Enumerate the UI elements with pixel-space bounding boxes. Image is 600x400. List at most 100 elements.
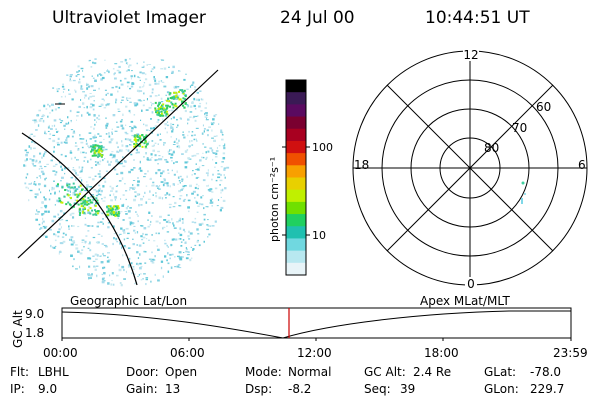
emission-pixel (116, 206, 119, 209)
emission-pixel (157, 104, 160, 107)
door-value: Open (165, 365, 198, 379)
emission-pixel (95, 150, 98, 153)
emission-pixel (137, 215, 139, 217)
emission-pixel (163, 107, 166, 110)
emission-pixel (107, 209, 110, 212)
emission-pixel (200, 196, 203, 199)
emission-pixel (164, 127, 166, 130)
emission-pixel (187, 160, 189, 163)
emission-pixel (60, 165, 62, 168)
emission-pixel (66, 184, 69, 187)
emission-pixel (143, 84, 145, 87)
emission-pixel (173, 162, 175, 165)
emission-pixel (38, 223, 41, 226)
emission-pixel (174, 256, 176, 258)
emission-pixel (136, 89, 139, 92)
emission-pixel (53, 180, 55, 182)
emission-pixel (205, 102, 208, 105)
colorbar-label: photon cm⁻²s⁻¹ (268, 157, 281, 242)
emission-pixel (200, 98, 202, 100)
emission-pixel (79, 199, 82, 202)
emission-pixel (105, 170, 109, 172)
emission-pixel (129, 101, 132, 103)
emission-pixel (193, 104, 196, 108)
emission-pixel (100, 155, 103, 158)
emission-pixel (174, 266, 177, 268)
emission-pixel (76, 159, 79, 161)
emission-pixel (111, 212, 114, 215)
emission-pixel (82, 151, 85, 154)
emission-pixel (116, 205, 119, 208)
emission-pixel (144, 78, 148, 81)
emission-pixel (93, 149, 96, 152)
emission-pixel (155, 220, 159, 223)
emission-pixel (88, 146, 91, 149)
emission-pixel (178, 238, 182, 240)
emission-pixel (207, 184, 209, 186)
emission-pixel (136, 133, 140, 136)
emission-pixel (198, 98, 200, 102)
emission-pixel (30, 133, 33, 135)
emission-pixel (150, 220, 152, 223)
emission-pixel (37, 211, 40, 213)
emission-pixel (173, 95, 175, 98)
emission-pixel (207, 189, 211, 191)
emission-pixel (135, 138, 138, 141)
emission-pixel (175, 91, 178, 94)
emission-pixel (72, 240, 75, 243)
emission-pixel (120, 101, 122, 104)
emission-pixel (211, 197, 213, 200)
emission-pixel (116, 121, 118, 123)
emission-pixel (76, 196, 79, 199)
emission-pixel (86, 181, 88, 183)
emission-pixel (104, 148, 108, 151)
mlt-label-12: 12 (463, 48, 478, 62)
emission-pixel (38, 188, 40, 191)
emission-pixel (93, 114, 96, 117)
emission-pixel (62, 88, 66, 90)
emission-pixel (90, 85, 94, 88)
emission-pixel (134, 195, 137, 198)
emission-pixel (139, 262, 142, 265)
emission-pixel (179, 258, 183, 261)
emission-pixel (203, 213, 206, 216)
emission-pixel (59, 209, 63, 213)
emission-pixel (153, 144, 155, 146)
emission-pixel (78, 166, 81, 169)
emission-pixel (97, 133, 100, 135)
emission-pixel (36, 213, 39, 215)
emission-pixel (139, 169, 143, 172)
emission-pixel (130, 85, 134, 88)
emission-pixel (128, 65, 130, 68)
emission-pixel (85, 201, 88, 204)
emission-pixel (137, 151, 140, 154)
emission-pixel (193, 154, 197, 157)
emission-pixel (185, 247, 187, 250)
emission-pixel (82, 201, 85, 204)
emission-pixel (108, 135, 111, 138)
emission-pixel (137, 257, 140, 259)
emission-pixel (89, 106, 93, 109)
emission-pixel (172, 65, 175, 69)
emission-pixel (89, 257, 92, 260)
emission-pixel (75, 75, 78, 77)
emission-pixel (71, 238, 73, 242)
emission-pixel (178, 238, 180, 241)
polar-plot: 12 18 6 0 60 70 80 (352, 48, 588, 290)
emission-pixel (161, 81, 165, 83)
emission-pixel (103, 99, 105, 102)
emission-pixel (95, 202, 98, 205)
emission-pixel (42, 217, 44, 221)
emission-pixel (125, 124, 127, 126)
emission-pixel (154, 142, 157, 144)
emission-pixel (138, 89, 140, 93)
emission-pixel (173, 224, 175, 227)
emission-pixel (117, 110, 121, 112)
emission-pixel (143, 176, 146, 178)
emission-pixel (201, 156, 203, 159)
emission-pixel (127, 265, 130, 268)
emission-pixel (126, 99, 129, 101)
emission-pixel (172, 150, 175, 153)
emission-pixel (89, 186, 93, 188)
emission-pixel (198, 105, 201, 108)
